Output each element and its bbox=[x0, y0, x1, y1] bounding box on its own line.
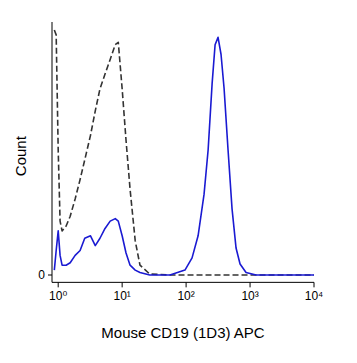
series-group bbox=[54, 30, 314, 275]
x-axis bbox=[52, 282, 314, 283]
x-tick bbox=[186, 282, 187, 287]
x-tick-label: 10¹ bbox=[113, 289, 130, 303]
x-tick-label: 10⁰ bbox=[49, 289, 67, 303]
series-line bbox=[54, 30, 314, 275]
x-tick bbox=[58, 282, 59, 287]
series-line bbox=[54, 37, 314, 275]
y-axis-label: Count bbox=[12, 135, 29, 176]
x-tick bbox=[122, 282, 123, 287]
y-tick bbox=[48, 275, 52, 276]
x-tick-label: 10² bbox=[177, 289, 194, 303]
x-tick-label: 10³ bbox=[241, 289, 258, 303]
x-axis-label: Mouse CD19 (1D3) APC bbox=[101, 324, 265, 341]
chart: 10⁰ 10¹ 10² 10³ 10⁴ 0 Mouse CD19 (1D3) APC Coun… bbox=[0, 0, 357, 363]
y-axis bbox=[52, 22, 53, 282]
x-tick-label: 10⁴ bbox=[305, 289, 324, 303]
x-tick bbox=[314, 282, 315, 287]
x-tick bbox=[250, 282, 251, 287]
y-tick-label: 0 bbox=[38, 268, 45, 282]
